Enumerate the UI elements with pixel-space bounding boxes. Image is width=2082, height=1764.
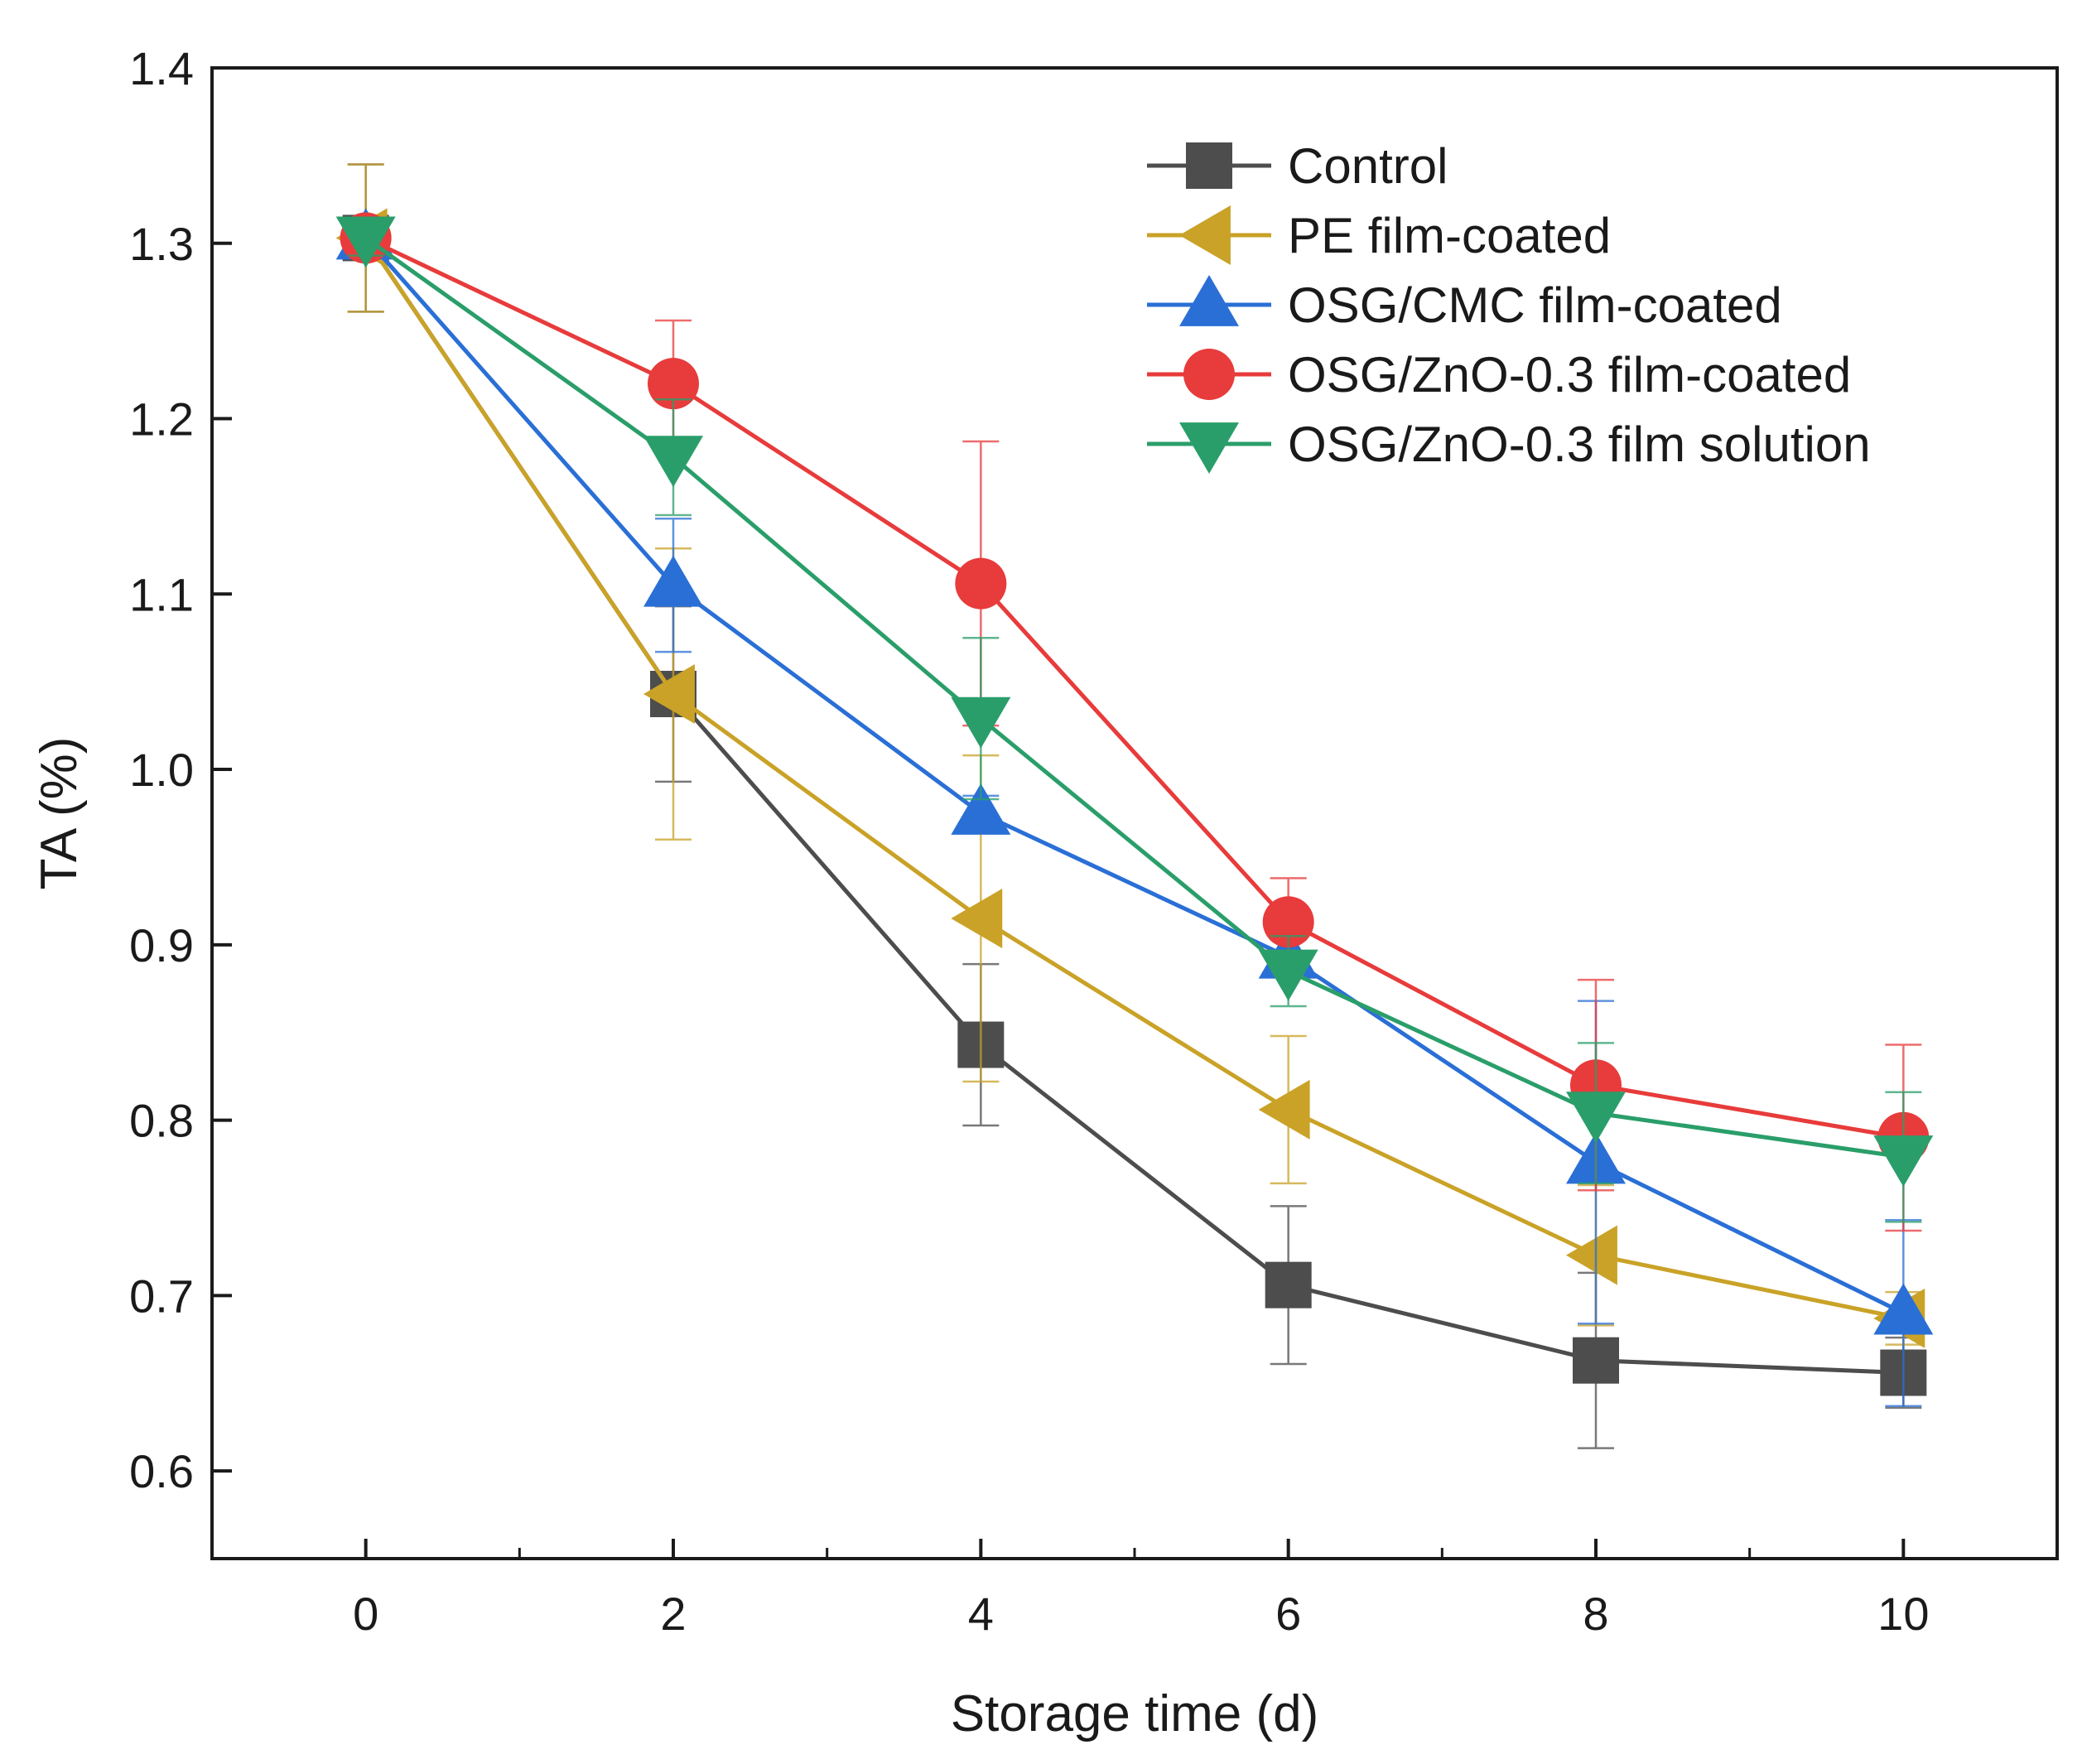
x-tick-label: 4 bbox=[968, 1588, 994, 1640]
y-axis-title: TA (%) bbox=[31, 737, 88, 890]
data-point bbox=[1258, 949, 1318, 1001]
data-point bbox=[643, 436, 703, 488]
legend-item: OSG/ZnO-0.3 film-coated bbox=[1147, 347, 1851, 402]
data-point bbox=[951, 696, 1011, 749]
axes: 0.6 0.7 0.8 0.9 1.0 1.1 1.2 1.3 1.4 0 2 4 6 8 10 bbox=[129, 42, 1929, 1640]
data-point bbox=[643, 555, 703, 607]
series-4 bbox=[335, 216, 1934, 1223]
y-tick-label: 0.9 bbox=[129, 919, 194, 971]
legend-item: OSG/ZnO-0.3 film solution bbox=[1147, 417, 1871, 474]
legend-marker bbox=[1186, 142, 1232, 189]
x-tick-label: 2 bbox=[660, 1588, 686, 1640]
data-point bbox=[1873, 1283, 1934, 1335]
x-axis-title: Storage time (d) bbox=[951, 1685, 1319, 1742]
data-point bbox=[951, 783, 1011, 835]
legend: Control PE film-coated OSG/CMC film-coated… bbox=[1147, 138, 1871, 474]
y-tick-label: 1.4 bbox=[129, 42, 194, 94]
legend-item: PE film-coated bbox=[1147, 205, 1611, 265]
y-tick-label: 0.7 bbox=[129, 1270, 194, 1322]
data-point bbox=[1265, 1261, 1312, 1309]
x-tick-label: 8 bbox=[1583, 1588, 1608, 1640]
y-tick-label: 1.2 bbox=[129, 393, 194, 446]
series-line bbox=[364, 236, 1904, 1159]
series-line bbox=[364, 237, 1904, 1321]
legend-label: Control bbox=[1288, 138, 1448, 194]
data-point bbox=[951, 889, 1003, 949]
legend-label: OSG/ZnO-0.3 film solution bbox=[1288, 417, 1871, 472]
y-tick-label: 0.8 bbox=[129, 1095, 194, 1147]
y-tick-label: 1.3 bbox=[129, 218, 194, 270]
data-point bbox=[1258, 1079, 1310, 1140]
legend-label: PE film-coated bbox=[1288, 208, 1611, 263]
plot-area bbox=[335, 163, 1934, 1449]
data-point bbox=[1566, 1225, 1617, 1285]
data-point bbox=[335, 216, 396, 268]
legend-label: OSG/CMC film-coated bbox=[1288, 277, 1782, 333]
data-point bbox=[1262, 896, 1314, 948]
legend-label: OSG/ZnO-0.3 film-coated bbox=[1288, 347, 1851, 402]
x-tick-label: 0 bbox=[353, 1588, 378, 1640]
legend-marker bbox=[1183, 349, 1235, 400]
series-line bbox=[364, 236, 1905, 1315]
x-tick-label: 6 bbox=[1275, 1588, 1301, 1640]
data-point bbox=[1873, 1135, 1934, 1188]
legend-item: OSG/CMC film-coated bbox=[1147, 275, 1782, 333]
data-point bbox=[1573, 1337, 1619, 1384]
data-point bbox=[648, 358, 699, 410]
data-point bbox=[955, 557, 1007, 610]
x-tick-label: 10 bbox=[1877, 1588, 1929, 1640]
y-tick-label: 1.1 bbox=[129, 568, 194, 620]
data-point bbox=[643, 664, 695, 724]
series-line bbox=[364, 236, 1904, 1140]
y-tick-label: 0.6 bbox=[129, 1445, 194, 1497]
legend-marker bbox=[1179, 275, 1239, 326]
legend-marker bbox=[1179, 205, 1231, 265]
legend-item: Control bbox=[1147, 138, 1448, 194]
y-tick-label: 1.0 bbox=[129, 744, 194, 796]
data-point bbox=[1566, 1092, 1626, 1144]
legend-marker bbox=[1179, 422, 1239, 474]
